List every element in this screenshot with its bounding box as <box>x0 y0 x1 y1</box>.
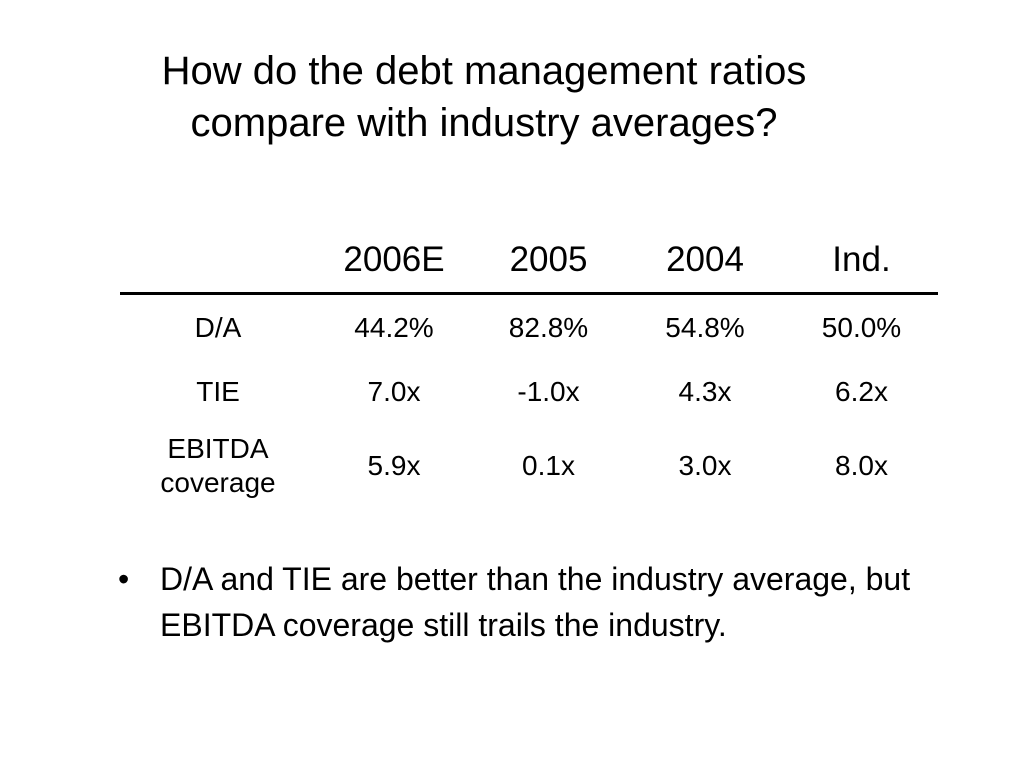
row-label-line-2: coverage <box>160 467 276 498</box>
cell-industry: 6.2x <box>835 376 888 407</box>
cell-2004: 54.8% <box>665 312 745 343</box>
header-2005: 2005 <box>472 228 625 295</box>
row-label: D/A <box>194 312 242 343</box>
cell-2005: 0.1x <box>522 450 575 481</box>
cell-2006e: 44.2% <box>354 312 434 343</box>
header-2004: 2004 <box>625 228 785 295</box>
bullet-list: • D/A and TIE are better than the indust… <box>118 556 958 648</box>
row-label: TIE <box>196 376 240 407</box>
cell-industry: 50.0% <box>821 312 902 343</box>
table-row-tie: TIE 7.0x -1.0x 4.3x 6.2x <box>120 361 938 423</box>
header-industry: Ind. <box>785 228 938 295</box>
header-label-column <box>120 228 316 295</box>
cell-2004: 4.3x <box>678 376 732 407</box>
cell-2006e: 7.0x <box>367 376 421 407</box>
bullet-item: • D/A and TIE are better than the indust… <box>118 556 958 648</box>
slide-title: How do the debt management ratios compar… <box>104 45 864 149</box>
title-line-2: compare with industry averages? <box>190 101 778 145</box>
table-row-da: D/A 44.2% 82.8% 54.8% 50.0% <box>120 294 938 362</box>
row-label-line-1: EBITDA <box>167 433 269 464</box>
bullet-text: D/A and TIE are better than the industry… <box>160 561 911 643</box>
title-line-1: How do the debt management ratios <box>161 49 807 93</box>
ratio-table: 2006E 2005 2004 Ind. D/A 44.2% 82.8% 54.… <box>120 228 938 509</box>
header-2006e: 2006E <box>316 228 472 295</box>
cell-2005: 82.8% <box>508 312 589 343</box>
cell-industry: 8.0x <box>835 450 888 481</box>
cell-2005: -1.0x <box>517 376 580 407</box>
table-row-ebitda-coverage: EBITDA coverage 5.9x 0.1x 3.0x 8.0x <box>120 423 938 509</box>
cell-2004: 3.0x <box>678 450 732 481</box>
cell-2006e: 5.9x <box>367 450 421 481</box>
bullet-marker: • <box>118 561 130 597</box>
table-header-row: 2006E 2005 2004 Ind. <box>120 228 938 295</box>
row-label: EBITDA coverage <box>120 423 316 509</box>
